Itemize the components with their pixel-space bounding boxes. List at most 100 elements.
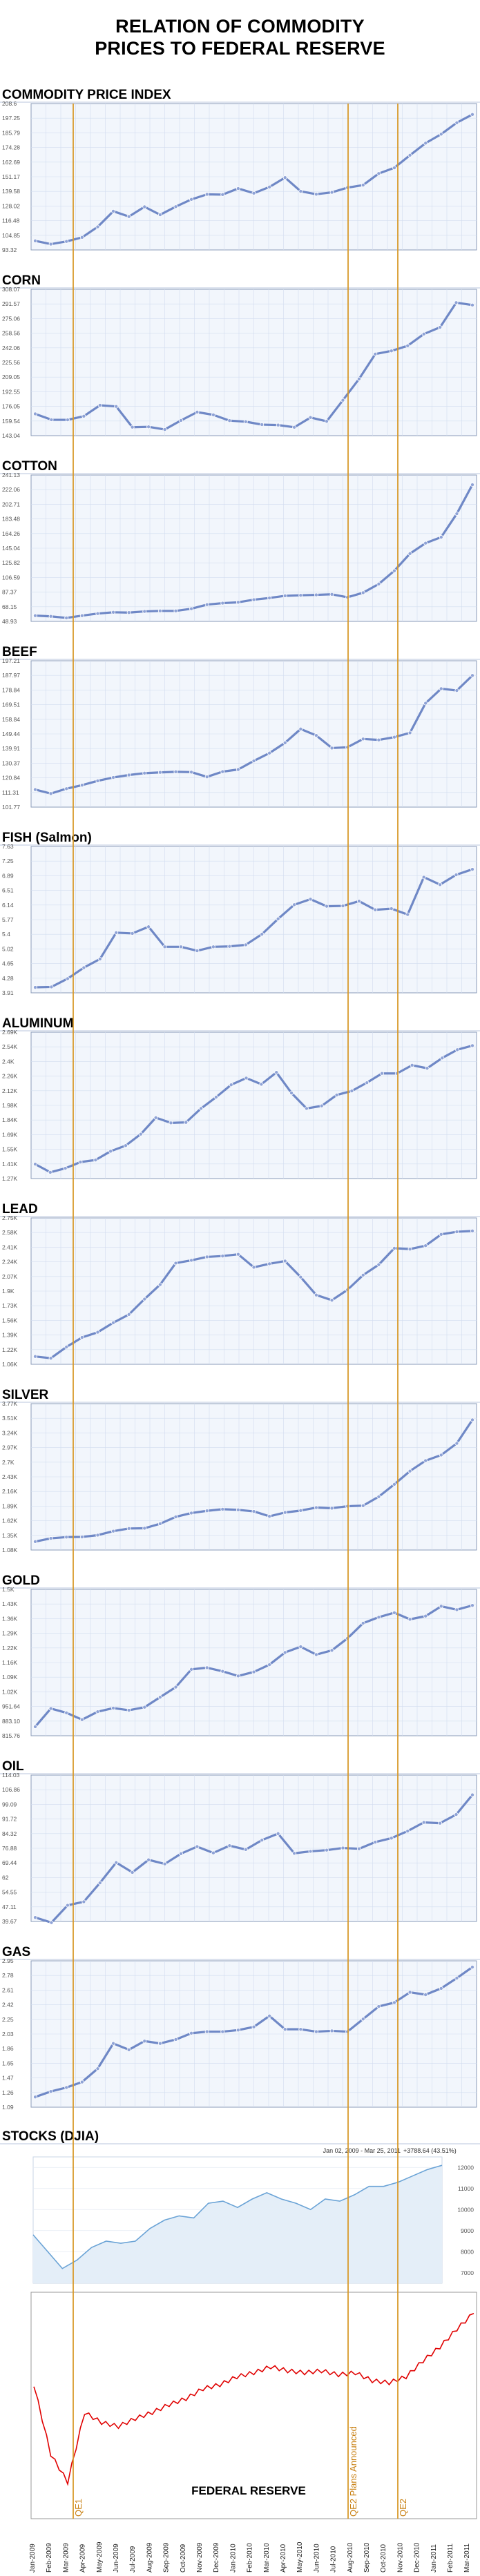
data-point bbox=[376, 581, 381, 586]
y-tick-label: 951.64 bbox=[2, 1703, 20, 1710]
data-point bbox=[260, 422, 265, 427]
data-point bbox=[178, 945, 183, 949]
data-point bbox=[189, 2031, 194, 2035]
data-point bbox=[389, 1836, 394, 1841]
data-point bbox=[304, 1106, 309, 1111]
data-point bbox=[308, 1849, 313, 1854]
y-tick-label: 2.78 bbox=[2, 1972, 14, 1979]
data-point bbox=[329, 1506, 334, 1511]
data-point bbox=[189, 1667, 194, 1672]
data-point bbox=[361, 590, 365, 595]
data-point bbox=[308, 897, 313, 902]
y-tick-label: 2.12K bbox=[2, 1087, 18, 1094]
data-point bbox=[251, 191, 256, 195]
data-point bbox=[439, 132, 443, 137]
x-tick-label: Apr-2009 bbox=[79, 2544, 87, 2573]
data-point bbox=[48, 791, 53, 796]
data-point bbox=[361, 1503, 365, 1508]
y-tick-label: 11000 bbox=[458, 2185, 474, 2192]
data-point bbox=[423, 541, 428, 545]
data-point bbox=[454, 1812, 459, 1817]
panel-title-aluminum: ALUMINUM bbox=[2, 1016, 73, 1031]
data-point bbox=[220, 192, 225, 197]
data-point bbox=[470, 1965, 475, 1970]
data-point bbox=[243, 419, 248, 424]
data-point bbox=[251, 1509, 256, 1514]
y-tick-label: 185.79 bbox=[2, 129, 20, 136]
data-point bbox=[276, 916, 280, 921]
data-point bbox=[440, 1056, 445, 1061]
y-tick-label: 1.27K bbox=[2, 1175, 18, 1182]
y-tick-label: 197.21 bbox=[2, 657, 20, 664]
data-point bbox=[392, 1482, 396, 1486]
data-point bbox=[33, 238, 38, 243]
data-point bbox=[282, 2027, 287, 2032]
data-point bbox=[314, 592, 318, 597]
data-point bbox=[376, 1494, 381, 1499]
y-tick-label: 242.06 bbox=[2, 345, 20, 351]
y-tick-label: 69.44 bbox=[2, 1859, 17, 1866]
y-tick-label: 3.91 bbox=[2, 989, 14, 996]
y-tick-label: 1.22K bbox=[2, 1645, 18, 1652]
y-tick-label: 106.86 bbox=[2, 1786, 20, 1793]
data-point bbox=[282, 1650, 287, 1655]
event-label-qe2-plans-announced: QE2 Plans Announced bbox=[348, 2426, 358, 2517]
data-point bbox=[421, 1820, 426, 1825]
data-point bbox=[195, 1844, 200, 1849]
y-tick-label: 6.89 bbox=[2, 872, 14, 879]
y-tick-label: 8000 bbox=[461, 2248, 474, 2255]
event-label-qe1: QE1 bbox=[73, 2499, 84, 2517]
y-tick-label: 1.16K bbox=[2, 1659, 18, 1666]
y-tick-label: 159.54 bbox=[2, 418, 20, 425]
y-tick-label: 1.73K bbox=[2, 1302, 18, 1309]
data-point bbox=[276, 423, 280, 427]
y-tick-label: 164.26 bbox=[2, 530, 20, 537]
y-tick-label: 101.77 bbox=[2, 804, 20, 811]
data-point bbox=[392, 2000, 396, 2005]
x-tick-label: Feb-2011 bbox=[447, 2543, 454, 2573]
data-point bbox=[157, 770, 162, 775]
data-point bbox=[267, 1514, 272, 1519]
x-tick-label: Sep-2009 bbox=[163, 2542, 171, 2573]
stocks-change-label: +3788.64 (43.51%) bbox=[403, 2147, 457, 2154]
y-tick-label: 225.56 bbox=[2, 359, 20, 366]
data-point bbox=[48, 1706, 53, 1711]
data-point bbox=[33, 613, 38, 618]
data-point bbox=[470, 673, 475, 678]
data-point bbox=[78, 1160, 83, 1165]
data-point bbox=[298, 726, 303, 731]
data-point bbox=[173, 204, 178, 209]
data-point bbox=[220, 1669, 225, 1674]
data-point bbox=[329, 746, 334, 750]
y-tick-label: 5.02 bbox=[2, 945, 14, 952]
page-title-line-1: RELATION OF COMMODITY bbox=[115, 16, 365, 37]
y-tick-label: 68.15 bbox=[2, 603, 17, 610]
data-point bbox=[204, 775, 209, 779]
y-tick-label: 120.84 bbox=[2, 775, 20, 782]
y-tick-label: 111.31 bbox=[2, 789, 19, 796]
data-point bbox=[79, 1335, 84, 1340]
data-point bbox=[282, 175, 287, 180]
x-tick-label: Jun-2010 bbox=[313, 2544, 320, 2573]
data-point bbox=[243, 1847, 248, 1852]
data-point bbox=[65, 976, 70, 981]
data-point bbox=[340, 904, 345, 909]
data-point bbox=[173, 1514, 178, 1519]
data-point bbox=[455, 1047, 460, 1052]
data-point bbox=[407, 1617, 412, 1622]
data-point bbox=[33, 2095, 38, 2100]
y-tick-label: 6.51 bbox=[2, 887, 14, 894]
data-point bbox=[173, 608, 178, 613]
x-tick-label: Oct-2010 bbox=[380, 2544, 387, 2573]
data-point bbox=[111, 775, 116, 780]
data-point bbox=[423, 1614, 428, 1618]
data-point bbox=[95, 224, 100, 229]
y-tick-label: 1.06K bbox=[2, 1361, 18, 1368]
y-tick-label: 1.86 bbox=[2, 2045, 14, 2052]
data-point bbox=[178, 1851, 183, 1856]
panel-title-silver: SILVER bbox=[2, 1388, 48, 1402]
y-tick-label: 7.63 bbox=[2, 843, 14, 850]
data-point bbox=[48, 1170, 52, 1174]
y-tick-label: 3.51K bbox=[2, 1415, 18, 1422]
